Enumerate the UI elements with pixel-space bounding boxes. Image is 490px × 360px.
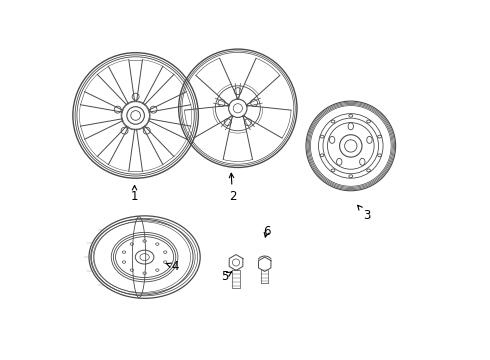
- Text: 2: 2: [229, 173, 236, 203]
- Bar: [232, 270, 241, 288]
- Text: 3: 3: [358, 205, 370, 222]
- Text: 6: 6: [263, 225, 270, 238]
- Text: 4: 4: [166, 260, 179, 273]
- Text: 5: 5: [221, 270, 232, 283]
- Text: 1: 1: [131, 185, 138, 203]
